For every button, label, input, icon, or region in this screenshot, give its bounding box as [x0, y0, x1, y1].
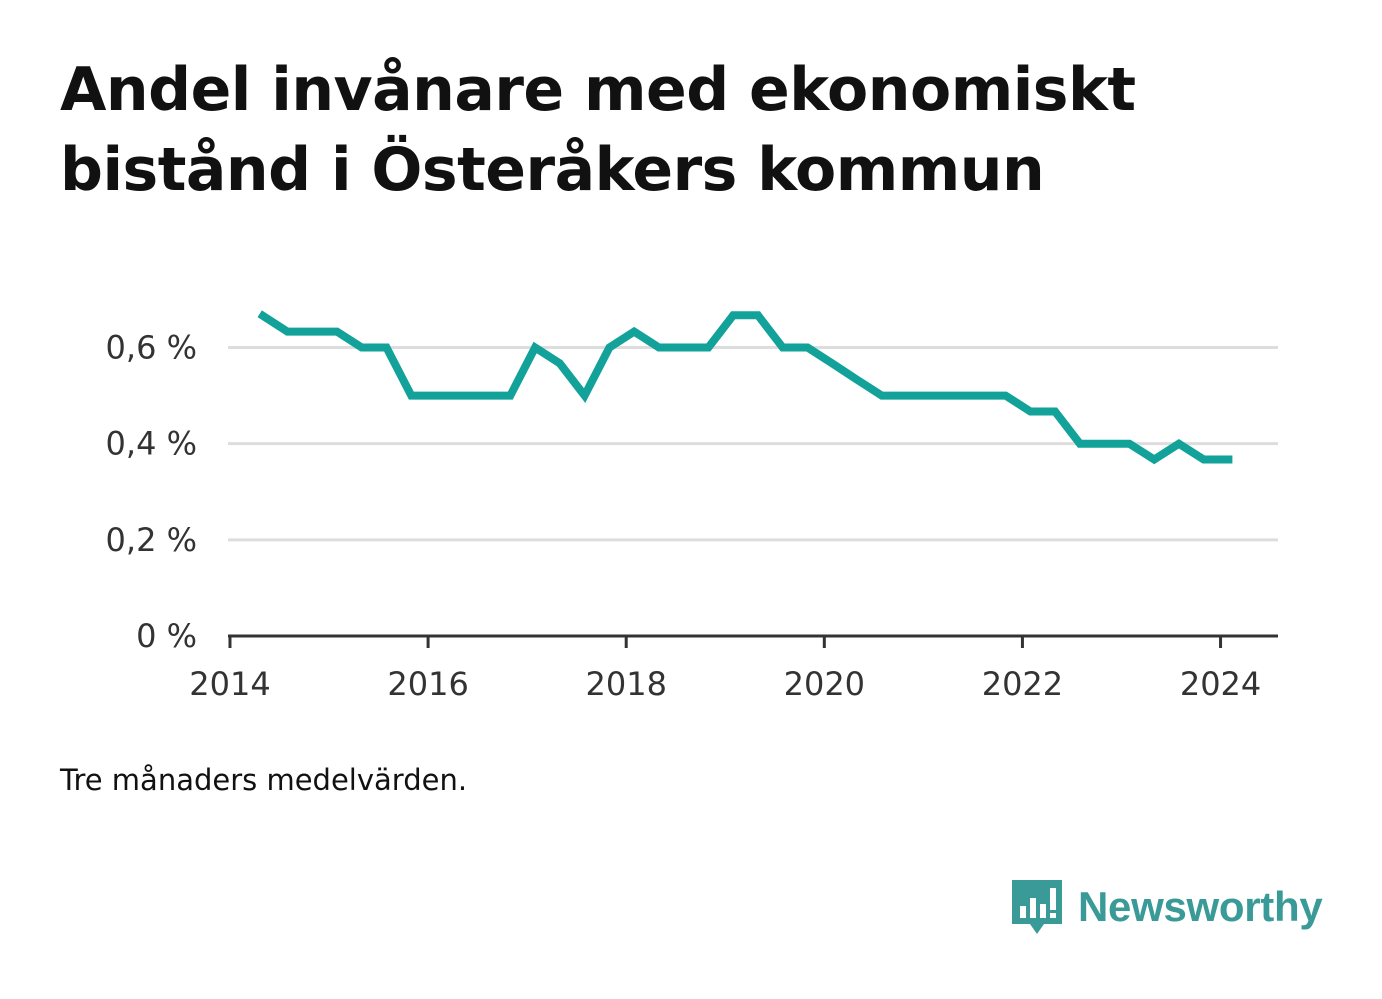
x-tick-labels: 2014 2016 2018 2020 2022 2024	[189, 665, 1261, 703]
y-tick-label: 0,4 %	[106, 425, 197, 463]
chart-note: Tre månaders medelvärden.	[60, 763, 468, 797]
x-tick-label: 2014	[189, 665, 270, 703]
y-tick-labels: 0 % 0,2 % 0,4 % 0,6 %	[106, 329, 197, 655]
chart-title: Andel invånare med ekonomiskt bistånd i …	[60, 55, 1136, 205]
y-tick-label: 0,6 %	[106, 329, 197, 367]
series-layer	[257, 310, 1233, 465]
x-tick-label: 2024	[1180, 665, 1261, 703]
y-tick-label: 0 %	[136, 617, 197, 655]
bar-chart-speech-bubble-icon	[1012, 880, 1062, 934]
x-tick-label: 2020	[784, 665, 865, 703]
x-tick-label: 2016	[387, 665, 468, 703]
x-tick-label: 2018	[585, 665, 666, 703]
y-tick-label: 0,2 %	[106, 521, 197, 559]
x-tick-label: 2022	[982, 665, 1063, 703]
series-line	[257, 310, 1233, 465]
x-axis	[228, 634, 1278, 648]
brand-logo: Newsworthy	[1010, 876, 1323, 938]
brand-name: Newsworthy	[1078, 883, 1323, 930]
